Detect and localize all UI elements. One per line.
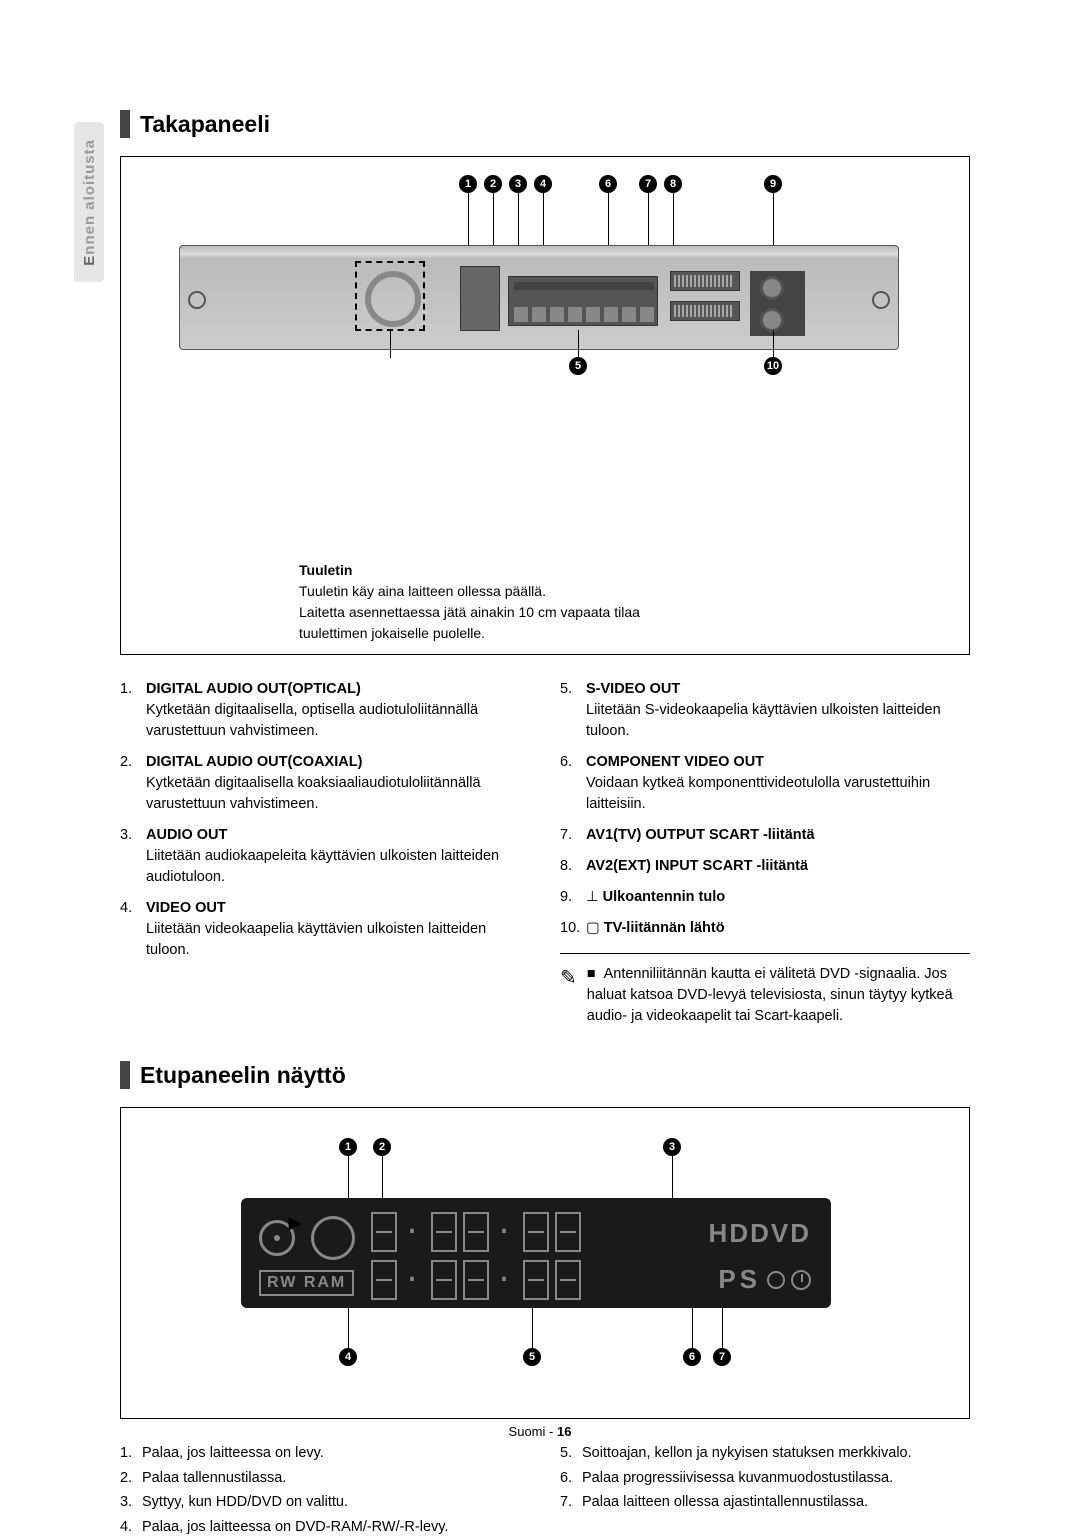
- page-content: Takapaneeli 1 2 3 4 6 7 8 9: [120, 110, 970, 1540]
- pso-indicator: PS: [718, 1264, 811, 1295]
- legend-item: 5.S-VIDEO OUTLiitetään S-videokaapelia k…: [560, 679, 970, 742]
- optical-port: [460, 266, 500, 331]
- front-wrap: 1 2 3 RW RAM ·· ·· HDDVD PS: [161, 1138, 929, 1378]
- legend-item: 8.AV2(EXT) INPUT SCART -liitäntä: [560, 856, 970, 877]
- fan-icon: [355, 261, 425, 331]
- ant-in: [760, 276, 784, 300]
- title-text: Etupaneelin näyttö: [140, 1062, 346, 1089]
- fcallout-5: 5: [523, 1348, 541, 1366]
- legend-item: 4.Palaa, jos laitteessa on DVD-RAM/-RW/-…: [120, 1515, 530, 1540]
- fcallout-4: 4: [339, 1348, 357, 1366]
- rwram-indicator: RW RAM: [259, 1270, 354, 1296]
- note-bullet: ■ Antenniliitännän kautta ei välitetä DV…: [587, 964, 970, 1027]
- legend-item: 1.Palaa, jos laitteessa on levy.: [120, 1441, 530, 1466]
- callout-1: 1: [459, 175, 477, 193]
- ant-out: [760, 308, 784, 332]
- legend-item: 7.Palaa laitteen ollessa ajastintallennu…: [560, 1490, 970, 1515]
- rca-ports: [508, 276, 658, 326]
- legend-item: 6.Palaa progressiivisessa kuvanmuodostus…: [560, 1466, 970, 1491]
- fcallout-3: 3: [663, 1138, 681, 1156]
- scart-1: [670, 271, 740, 291]
- front-diagram-box: 1 2 3 RW RAM ·· ·· HDDVD PS: [120, 1107, 970, 1419]
- rear-legend-left: 1.DIGITAL AUDIO OUT(OPTICAL)Kytketään di…: [120, 679, 530, 1027]
- legend-item: 3.AUDIO OUTLiitetään audiokaapeleita käy…: [120, 825, 530, 888]
- callout-2: 2: [484, 175, 502, 193]
- side-tab: Ennen aloitusta: [74, 122, 104, 282]
- note-icon: ✎: [560, 964, 577, 1027]
- title-bar: [120, 1061, 130, 1089]
- seg-row-2: ··: [371, 1260, 581, 1300]
- play-arrow-icon: ▸: [289, 1208, 301, 1237]
- legend-item: 4.VIDEO OUTLiitetään videokaapelia käytt…: [120, 898, 530, 961]
- front-legend-right: 5.Soittoajan, kellon ja nykyisen statuks…: [560, 1441, 970, 1540]
- callout-8: 8: [664, 175, 682, 193]
- timer-icon: [791, 1270, 811, 1290]
- legend-item: 10.▢ TV-liitännän lähtö: [560, 918, 970, 939]
- section-title-rear: Takapaneeli: [120, 110, 970, 138]
- fcallout-6: 6: [683, 1348, 701, 1366]
- fan-title: Tuuletin: [299, 562, 352, 578]
- rec-ring-icon: [311, 1216, 355, 1260]
- fcallout-1: 1: [339, 1138, 357, 1156]
- device-rear: [179, 245, 899, 350]
- front-legend-left: 1.Palaa, jos laitteessa on levy.2.Palaa …: [120, 1441, 530, 1540]
- title-text: Takapaneeli: [140, 111, 270, 138]
- rear-panel: 1 2 3 4 6 7 8 9: [139, 175, 951, 375]
- front-display: RW RAM ·· ·· HDDVD PS: [241, 1198, 831, 1308]
- section-title-front: Etupaneelin näyttö: [120, 1061, 970, 1089]
- title-bar: [120, 110, 130, 138]
- scart-2: [670, 301, 740, 321]
- legend-item: 6.COMPONENT VIDEO OUTVoidaan kytkeä komp…: [560, 752, 970, 815]
- legend-item: 2.DIGITAL AUDIO OUT(COAXIAL)Kytketään di…: [120, 752, 530, 815]
- legend-item: 9.⊥ Ulkoantennin tulo: [560, 887, 970, 908]
- callout-9: 9: [764, 175, 782, 193]
- rear-diagram-box: 1 2 3 4 6 7 8 9: [120, 156, 970, 655]
- rear-legend: 1.DIGITAL AUDIO OUT(OPTICAL)Kytketään di…: [120, 679, 970, 1027]
- front-legend: 1.Palaa, jos laitteessa on levy.2.Palaa …: [120, 1441, 970, 1540]
- seg-row-1: ··: [371, 1212, 581, 1252]
- callout-3: 3: [509, 175, 527, 193]
- fan-note: Tuuletin Tuuletin käy aina laitteen olle…: [299, 560, 769, 644]
- callout-4: 4: [534, 175, 552, 193]
- legend-item: 2.Palaa tallennustilassa.: [120, 1466, 530, 1491]
- callout-5: 5: [569, 357, 587, 375]
- side-tab-text: Ennen aloitusta: [81, 139, 98, 266]
- legend-item: 7.AV1(TV) OUTPUT SCART -liitäntä: [560, 825, 970, 846]
- callout-7: 7: [639, 175, 657, 193]
- legend-item: 1.DIGITAL AUDIO OUT(OPTICAL)Kytketään di…: [120, 679, 530, 742]
- page-footer: Suomi - 16: [0, 1424, 1080, 1439]
- callout-10: 10: [764, 357, 782, 375]
- progressive-icon: [767, 1271, 785, 1289]
- note-box: ✎ ■ Antenniliitännän kautta ei välitetä …: [560, 953, 970, 1027]
- rear-legend-right: 5.S-VIDEO OUTLiitetään S-videokaapelia k…: [560, 679, 970, 1027]
- fcallout-2: 2: [373, 1138, 391, 1156]
- hddvd-indicator: HDDVD: [709, 1218, 811, 1249]
- legend-item: 5.Soittoajan, kellon ja nykyisen statuks…: [560, 1441, 970, 1466]
- legend-item: 3.Syttyy, kun HDD/DVD on valittu.: [120, 1490, 530, 1515]
- callout-6: 6: [599, 175, 617, 193]
- fcallout-7: 7: [713, 1348, 731, 1366]
